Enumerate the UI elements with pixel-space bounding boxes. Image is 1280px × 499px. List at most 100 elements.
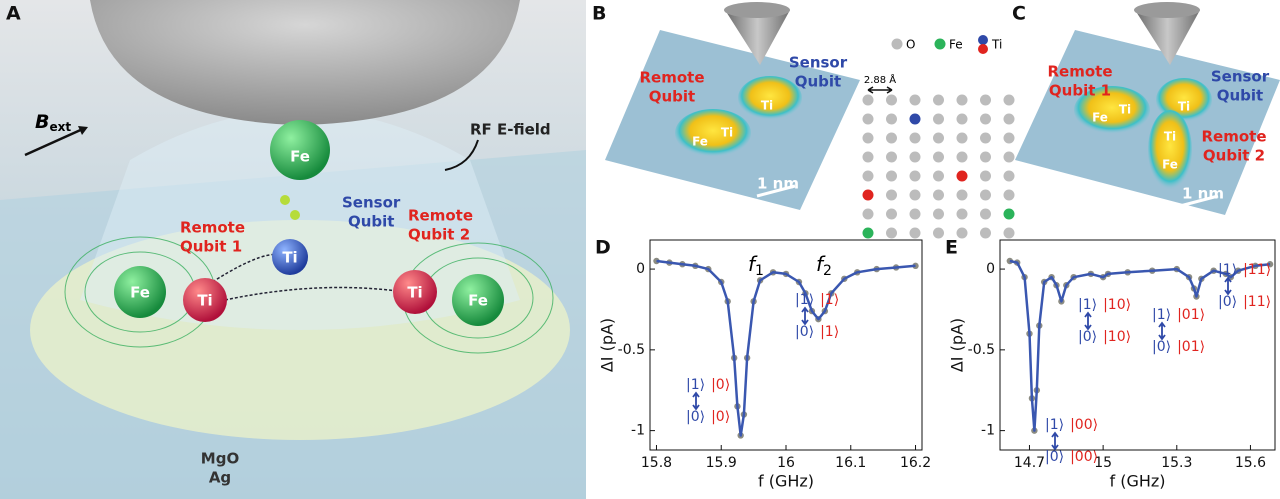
lattice-atom [933, 227, 944, 239]
rf-arrow [444, 139, 479, 171]
x-axis-label: f (GHz) [1109, 472, 1165, 491]
lattice-atom [1003, 208, 1015, 220]
lattice-atom [956, 227, 968, 239]
y-tick-label: 0 [986, 261, 995, 277]
y-axis-label: ΔI (pA) [948, 318, 967, 372]
x-axis-label: f (GHz) [758, 472, 814, 491]
x-tick-label: 15.6 [1235, 455, 1266, 471]
lattice-atom [933, 189, 944, 201]
spacing-arrow [867, 86, 893, 94]
lattice-atom [862, 208, 874, 220]
lattice-atom [1003, 189, 1015, 201]
remote-state: |1⟩ [820, 292, 839, 308]
scale-bar [756, 184, 796, 198]
transition-label: |0⟩ |11⟩ [1218, 294, 1271, 310]
lattice-atom [933, 94, 944, 106]
remote-state: |11⟩ [1243, 294, 1271, 310]
lattice-atom [862, 94, 874, 106]
lattice-atom [956, 208, 968, 220]
remote-label: Remote [1201, 128, 1266, 146]
lattice-atom [956, 151, 968, 163]
remote-state: |0⟩ [711, 377, 730, 393]
tip-top [724, 2, 790, 18]
tip [1135, 10, 1200, 65]
panel-a: A Bext RF E-field Fe Sensor Qubit Ti Rem… [0, 0, 586, 499]
b-main: B [35, 111, 49, 133]
sensor-label: Qubit [795, 73, 841, 91]
transition-arrow [1051, 431, 1059, 451]
lattice-atom [886, 189, 897, 201]
panel-label: B [592, 3, 606, 25]
tip-top [1134, 2, 1200, 18]
sensor-state: |0⟩ [1218, 294, 1237, 310]
sensor-state: |1⟩ [795, 292, 814, 308]
substrate-label: MgO [201, 450, 239, 468]
x-tick-label: 16.2 [900, 455, 931, 471]
atom-label: Fe [130, 284, 150, 302]
sensor-label: Sensor [789, 54, 848, 72]
sensor-state: |1⟩ [1045, 417, 1064, 433]
rf-label: RF E-field [470, 121, 551, 139]
b-arrowhead [78, 126, 88, 135]
sensor-state: |0⟩ [795, 324, 814, 340]
sensor-label: Qubit [348, 213, 394, 231]
transition-label: |1⟩ |00⟩ [1045, 417, 1098, 433]
data-point [653, 257, 660, 265]
lattice-atom [956, 189, 968, 201]
lattice-atom [980, 113, 991, 125]
transition-label: |0⟩ |0⟩ [686, 409, 730, 425]
lattice-atom [886, 170, 897, 182]
remote-state: |00⟩ [1070, 417, 1098, 433]
lattice-atom [886, 113, 897, 125]
lattice-atom [1003, 227, 1015, 239]
remote-state: |1⟩ [820, 324, 839, 340]
lattice-atom [886, 94, 897, 106]
lattice-atom [862, 189, 874, 201]
sensor-state: |1⟩ [686, 377, 705, 393]
lattice-atom [980, 208, 991, 220]
tip [90, 0, 520, 125]
lattice-atom [956, 113, 968, 125]
remote-label: Qubit 1 [180, 238, 242, 256]
remote-label: Qubit 2 [408, 226, 470, 244]
panel-label: D [595, 237, 611, 259]
lattice-atom [980, 94, 991, 106]
atom-label: Ti [282, 249, 297, 267]
legend-label: O [906, 38, 915, 52]
atom-label: Ti [1164, 130, 1176, 144]
atom-label: Ti [407, 284, 422, 302]
atom-label: Ti [1119, 103, 1131, 117]
transition-arrow [1158, 321, 1166, 341]
tip [725, 10, 790, 65]
atom-label: Fe [290, 148, 310, 166]
x-tick-label: 15.9 [706, 455, 737, 471]
scale-bar [1179, 194, 1219, 208]
y-tick-label: -0.5 [968, 342, 995, 358]
lattice-atom [909, 208, 921, 220]
blob [738, 76, 802, 120]
b-sub: ext [49, 120, 71, 134]
x-tick-label: 15.3 [1161, 455, 1192, 471]
b-arrow [24, 126, 86, 157]
lattice-atom [933, 132, 944, 144]
sensor-state: |0⟩ [686, 409, 705, 425]
y-tick-label: -0.5 [618, 342, 645, 358]
remote-state: |10⟩ [1103, 329, 1131, 345]
transition-label: |1⟩ |0⟩ [686, 377, 730, 393]
transition-arrow [692, 391, 700, 411]
peak-sub: 1 [755, 263, 764, 279]
blob [1074, 86, 1150, 134]
legend-o [891, 38, 903, 50]
sensor-state: |1⟩ [1078, 297, 1097, 313]
y-axis-label: ΔI (pA) [598, 318, 617, 372]
lattice-atom [980, 189, 991, 201]
panel-label: A [6, 3, 21, 25]
atom-label: Ti [761, 99, 773, 113]
atom-label: Ti [1178, 100, 1190, 114]
lattice-atom [862, 113, 874, 125]
remote-state: |11⟩ [1243, 262, 1271, 278]
transition-label: |0⟩ |10⟩ [1078, 329, 1131, 345]
panel-label: E [945, 237, 958, 259]
lattice-atom [933, 151, 944, 163]
